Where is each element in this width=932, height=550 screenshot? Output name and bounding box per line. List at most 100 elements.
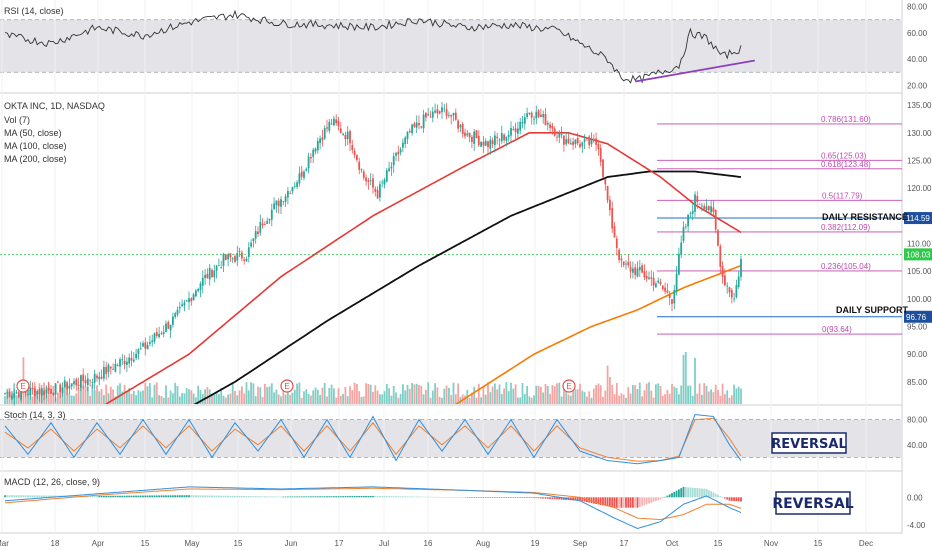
- volume-bar: [50, 395, 52, 404]
- macd-histogram-bar: [224, 495, 227, 498]
- volume-bar: [406, 384, 409, 404]
- candle: [183, 299, 186, 312]
- macd-histogram-bar: [275, 496, 278, 498]
- volume-bar: [675, 387, 678, 404]
- earnings-marker[interactable]: [16, 379, 30, 393]
- candle: [6, 390, 9, 399]
- volume-bar: [236, 395, 239, 404]
- candle: [740, 255, 742, 281]
- time-tick: 16: [424, 539, 433, 548]
- volume-bar: [438, 396, 441, 404]
- volume-bar: [457, 383, 459, 404]
- volume-bar: [91, 384, 94, 404]
- macd-histogram-bar: [367, 495, 370, 498]
- volume-bar: [397, 397, 400, 404]
- macd-histogram-bar: [100, 495, 103, 498]
- macd-histogram-bar: [675, 490, 678, 498]
- candle: [496, 132, 499, 145]
- macd-histogram-bar: [229, 495, 232, 498]
- macd-histogram-bar: [671, 493, 673, 498]
- macd-histogram-bar: [89, 495, 91, 498]
- macd-reversal-annotation: REVERSAL: [772, 496, 853, 512]
- candle: [468, 132, 471, 143]
- candle: [310, 153, 312, 164]
- candle: [126, 357, 128, 373]
- candle: [629, 261, 632, 279]
- volume-bar: [420, 385, 423, 404]
- candle: [287, 187, 289, 205]
- candle: [270, 203, 273, 227]
- macd-histogram-bar: [146, 495, 149, 498]
- candle: [112, 363, 114, 371]
- price-tick: 100.00: [907, 295, 932, 304]
- volume-bar: [622, 394, 625, 404]
- candle: [717, 228, 719, 247]
- macd-histogram-bar: [645, 497, 648, 505]
- candle: [710, 200, 712, 215]
- earnings-marker[interactable]: [280, 379, 294, 393]
- macd-histogram-bar: [480, 497, 482, 498]
- macd-histogram-bar: [24, 495, 27, 498]
- macd-histogram-bar: [333, 496, 335, 498]
- stoch-pane: 80.00 40.00: [4, 414, 928, 465]
- earnings-marker[interactable]: [562, 379, 576, 393]
- candle: [305, 167, 308, 172]
- candle: [408, 128, 411, 134]
- macd-histogram-bar: [307, 496, 310, 498]
- volume-bar: [482, 387, 485, 404]
- macd-histogram-bar: [123, 495, 126, 498]
- macd-histogram-bar: [643, 497, 646, 506]
- macd-histogram-bar: [648, 497, 650, 504]
- candle: [606, 185, 609, 204]
- candle: [114, 359, 117, 373]
- candle: [602, 158, 604, 178]
- volume-bar: [609, 377, 611, 404]
- volume-bar: [383, 391, 386, 404]
- candle: [489, 136, 492, 155]
- volume-bar: [680, 385, 683, 404]
- macd-histogram-bar: [52, 495, 55, 498]
- macd-histogram-bar: [595, 497, 597, 505]
- support-tag: [904, 310, 932, 323]
- volume-bar: [192, 393, 195, 404]
- fib-level-label: 0(93.64): [822, 325, 852, 334]
- candle: [599, 144, 602, 167]
- macd-histogram-bar: [466, 497, 469, 498]
- macd-histogram-bar: [296, 496, 298, 498]
- macd-histogram-bar: [448, 497, 450, 498]
- macd-histogram-bar: [273, 496, 275, 498]
- candle: [241, 250, 243, 262]
- volume-bar: [31, 396, 34, 404]
- macd-histogram-bar: [346, 496, 349, 498]
- macd-histogram-bar: [613, 497, 616, 508]
- macd-histogram-bar: [425, 496, 427, 498]
- macd-histogram-bar: [167, 495, 170, 498]
- macd-histogram-bar: [215, 495, 218, 498]
- macd-histogram-bar: [222, 495, 225, 498]
- candle: [312, 147, 315, 164]
- macd-histogram-bar: [300, 496, 303, 498]
- candle: [434, 103, 436, 114]
- macd-histogram-bar: [362, 495, 365, 498]
- volume-bar: [411, 383, 413, 404]
- macd-histogram-bar: [321, 496, 324, 498]
- candle: [307, 152, 310, 174]
- macd-histogram-bar: [316, 496, 319, 498]
- candle: [365, 174, 367, 186]
- macd-histogram-bar: [165, 495, 167, 498]
- candle: [146, 341, 149, 350]
- volume-bar: [362, 396, 365, 404]
- candle: [38, 387, 41, 402]
- candle: [121, 354, 124, 365]
- candle: [268, 218, 271, 224]
- candle: [454, 108, 457, 121]
- candle: [650, 270, 653, 286]
- candle: [464, 128, 466, 139]
- macd-histogram-bar: [482, 497, 485, 498]
- candle: [482, 135, 485, 153]
- candle: [199, 281, 202, 298]
- volume-bar: [696, 393, 699, 404]
- candle: [519, 117, 522, 135]
- candle: [666, 283, 669, 294]
- time-tick: 15: [141, 539, 150, 548]
